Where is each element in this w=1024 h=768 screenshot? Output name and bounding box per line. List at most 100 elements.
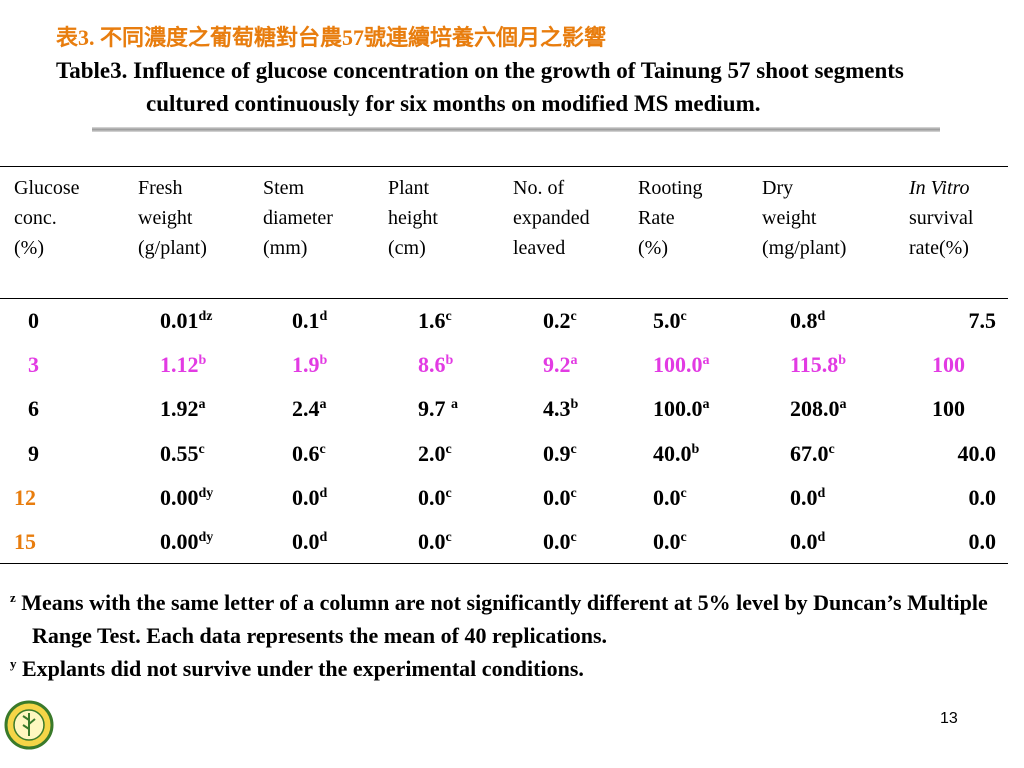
footnotes: z Means with the same letter of a column… — [10, 586, 1020, 685]
cell-value: 0.0 — [653, 485, 681, 510]
table-cell: 40.0b — [653, 441, 699, 467]
cell-value: 1.6 — [418, 308, 446, 333]
cell-value: 9.7 — [418, 396, 451, 421]
table-cell: 8.6b — [418, 352, 453, 378]
cell-superscript: dy — [198, 530, 214, 545]
header-line: Fresh — [138, 177, 183, 199]
column-header: Dry weight (mg/plant) — [762, 173, 846, 263]
table-cell: 40.0 — [957, 441, 997, 466]
footnote: y Explants did not survive under the exp… — [10, 652, 1020, 685]
cell-value: 1.12 — [160, 352, 199, 377]
header-line: In Vitro — [909, 177, 970, 199]
cell-superscript: c — [198, 442, 205, 457]
table-cell: 67.0c — [790, 441, 835, 467]
cell-superscript: dz — [198, 309, 213, 324]
header-line: rate(%) — [909, 237, 969, 259]
table-cell: 9.2a — [543, 352, 578, 378]
cell-value: 0.0 — [543, 485, 571, 510]
title-underline — [92, 127, 940, 132]
table-cell: 0.0c — [653, 529, 687, 555]
column-header: Fresh weight (g/plant) — [138, 173, 207, 263]
table-cell: 100 — [932, 396, 965, 421]
cell-superscript: b — [838, 353, 847, 368]
table-cell: 1.12b — [160, 352, 206, 378]
cell-superscript: c — [570, 486, 577, 501]
cell-superscript: d — [817, 309, 826, 324]
header-line: weight — [138, 207, 193, 229]
column-header: Stem diameter (mm) — [263, 173, 333, 263]
table-cell: 4.3b — [543, 396, 578, 422]
logo — [4, 700, 54, 750]
footnote-text: Explants did not survive under the exper… — [22, 656, 584, 681]
table-cell: 0.0d — [790, 529, 825, 555]
header-line: diameter — [263, 207, 333, 229]
header-line: Dry — [762, 177, 794, 199]
cell-value: 0.0 — [790, 485, 818, 510]
cell-superscript: d — [817, 486, 826, 501]
cell-superscript: c — [570, 530, 577, 545]
table-cell: 9 — [28, 441, 39, 466]
header-line: conc. — [14, 207, 57, 229]
cell-value: 0.0 — [292, 529, 320, 554]
table-cell: 15 — [14, 529, 36, 554]
header-line: Stem — [263, 177, 305, 199]
cell-superscript: b — [570, 397, 579, 412]
table-cell: 0.00dy — [160, 485, 213, 511]
cell-superscript: c — [828, 442, 835, 457]
cell-value: 9.2 — [543, 352, 571, 377]
cell-superscript: d — [319, 486, 328, 501]
cell-superscript: c — [680, 530, 687, 545]
cell-value: 208.0 — [790, 396, 840, 421]
cell-superscript: d — [817, 530, 826, 545]
cell-superscript: c — [319, 442, 326, 457]
table-cell: 2.4a — [292, 396, 327, 422]
header-line: leaved — [513, 237, 566, 259]
cell-value: 0.0 — [418, 529, 446, 554]
header-rule — [0, 298, 1008, 299]
column-header: In Vitro survival rate(%) — [909, 173, 973, 263]
cell-superscript: a — [702, 397, 710, 412]
cell-superscript: b — [198, 353, 207, 368]
cell-superscript: a — [702, 353, 710, 368]
cell-superscript: c — [570, 309, 577, 324]
table-cell: 0 — [28, 308, 39, 333]
cell-superscript: dy — [198, 486, 214, 501]
cell-value: 100.0 — [653, 352, 703, 377]
title-zh: 表3. 不同濃度之葡萄糖對台農57號連續培養六個月之影響 — [56, 25, 607, 50]
page-number: 13 — [940, 710, 958, 727]
cell-value: 5.0 — [653, 308, 681, 333]
table-cell: 0.8d — [790, 308, 825, 334]
header-line: survival — [909, 207, 974, 229]
cell-superscript: a — [570, 353, 578, 368]
table-cell: 100.0a — [653, 396, 710, 422]
header-line: (%) — [14, 237, 44, 259]
cell-superscript: c — [570, 442, 577, 457]
table-bottom-rule — [0, 563, 1008, 564]
table-cell: 1.9b — [292, 352, 327, 378]
cell-superscript: c — [445, 530, 452, 545]
cell-value: 67.0 — [790, 441, 829, 466]
footnote-text: Means with the same letter of a column a… — [21, 590, 988, 648]
table-cell: 208.0a — [790, 396, 847, 422]
header-line: (%) — [638, 237, 668, 259]
cell-superscript: c — [445, 442, 452, 457]
cell-superscript: c — [445, 486, 452, 501]
cell-value: 0.8 — [790, 308, 818, 333]
cell-value: 1.9 — [292, 352, 320, 377]
cell-value: 0.0 — [543, 529, 571, 554]
cell-superscript: c — [680, 486, 687, 501]
table-cell: 3 — [28, 352, 39, 377]
cell-value: 40.0 — [653, 441, 692, 466]
cell-value: 115.8 — [790, 352, 839, 377]
header-line: height — [388, 207, 438, 229]
footnote: z Means with the same letter of a column… — [10, 586, 1020, 652]
table-cell: 0.0c — [653, 485, 687, 511]
cell-superscript: a — [319, 397, 327, 412]
cell-superscript: b — [691, 442, 700, 457]
header-line: expanded — [513, 207, 590, 229]
cell-value: 0.0 — [653, 529, 681, 554]
cell-superscript: a — [839, 397, 847, 412]
cell-value: 1.92 — [160, 396, 199, 421]
column-header: Glucose conc. (%) — [14, 173, 80, 263]
